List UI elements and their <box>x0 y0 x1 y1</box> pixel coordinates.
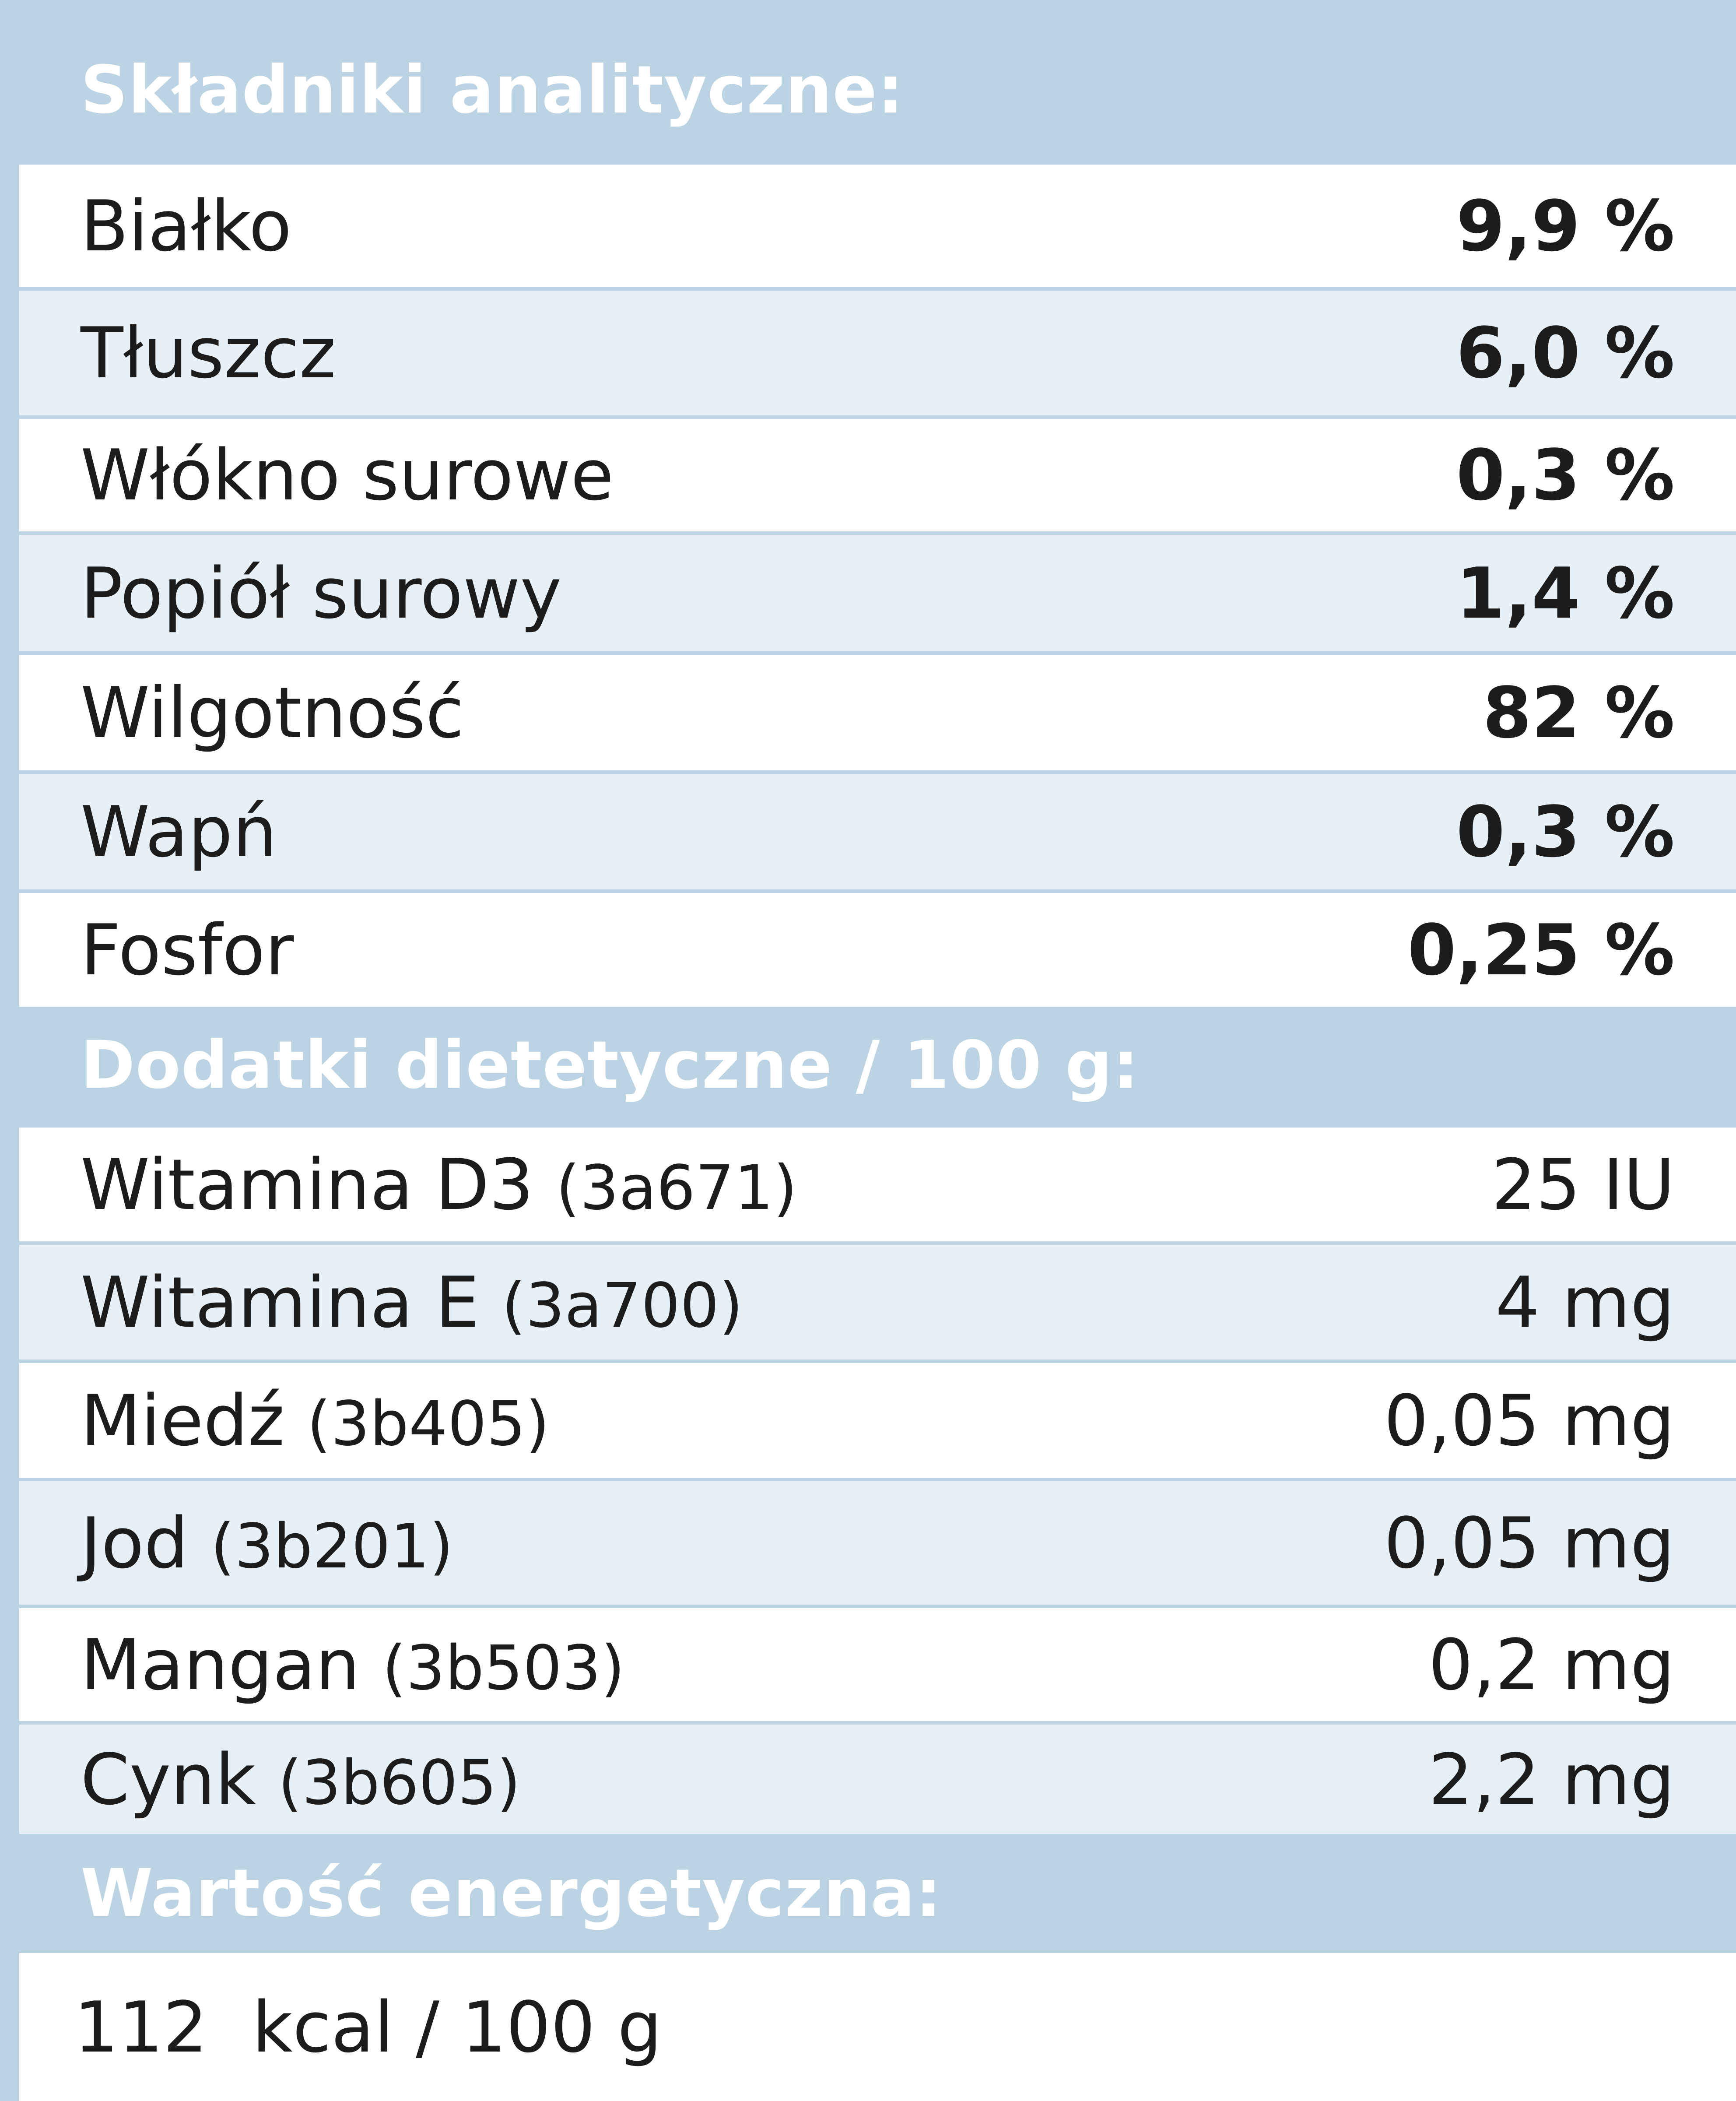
row-label-group: Witamina E (3a700) <box>81 1261 743 1343</box>
row-code: (3b405) <box>307 1388 550 1460</box>
row-code: (3b605) <box>278 1747 521 1819</box>
row-value: 0,2 mg <box>1428 1623 1675 1706</box>
table-row-manganese: Mangan (3b503) 0,2 mg <box>19 1608 1736 1721</box>
row-label: Jod <box>81 1502 189 1584</box>
row-label: Włókno surowe <box>81 434 614 516</box>
row-value: 6,0 % <box>1456 312 1675 394</box>
section-header-additives: Dodatki dietetyczne / 100 g: <box>19 1007 1736 1124</box>
table-row-copper: Miedź (3b405) 0,05 mg <box>19 1363 1736 1478</box>
row-label: Wilgotność <box>81 671 464 754</box>
row-value: 0,05 mg <box>1384 1379 1675 1462</box>
section-header-energy: Wartość energetyczna: <box>19 1834 1736 1953</box>
row-value: 25 IU <box>1491 1143 1675 1226</box>
energy-value: 112 kcal / 100 g <box>74 1986 662 2068</box>
row-value: 82 % <box>1483 671 1675 754</box>
row-value: 1,4 % <box>1456 552 1675 634</box>
row-code: (3a700) <box>502 1270 743 1342</box>
row-value: 9,9 % <box>1456 185 1675 267</box>
row-code: (3b201) <box>210 1511 453 1582</box>
row-label-group: Miedź (3b405) <box>81 1380 550 1462</box>
row-label-group: Jod (3b201) <box>81 1502 453 1584</box>
row-label-group: Witamina D3 (3a671) <box>81 1144 797 1226</box>
row-value: 2,2 mg <box>1428 1738 1675 1820</box>
row-label: Białko <box>81 185 292 267</box>
row-label-group: Cynk (3b605) <box>81 1739 521 1820</box>
row-value: 0,3 % <box>1456 791 1675 873</box>
table-row-ash: Popiół surowy 1,4 % <box>19 535 1736 651</box>
row-label: Cynk <box>81 1738 256 1820</box>
row-label: Witamina D3 <box>81 1143 534 1226</box>
row-value: 0,05 mg <box>1384 1502 1675 1584</box>
table-row-zinc: Cynk (3b605) 2,2 mg <box>19 1725 1736 1834</box>
row-code: (3a671) <box>556 1152 797 1224</box>
section-header-text: Składniki analityczne: <box>81 52 904 128</box>
row-value: 4 mg <box>1495 1261 1675 1343</box>
row-label: Miedź <box>81 1379 285 1462</box>
table-row-vitamin-e: Witamina E (3a700) 4 mg <box>19 1245 1736 1360</box>
table-row-iodine: Jod (3b201) 0,05 mg <box>19 1481 1736 1605</box>
row-label: Mangan <box>81 1623 360 1706</box>
row-value: 0,3 % <box>1456 434 1675 516</box>
table-row-protein: Białko 9,9 % <box>19 165 1736 287</box>
table-row-fiber: Włókno surowe 0,3 % <box>19 419 1736 531</box>
table-row-phosphorus: Fosfor 0,25 % <box>19 893 1736 1007</box>
row-label: Fosfor <box>81 909 294 991</box>
row-code: (3b503) <box>382 1632 625 1704</box>
row-value: 0,25 % <box>1407 909 1675 991</box>
row-label: Tłuszcz <box>81 312 336 394</box>
table-row-calcium: Wapń 0,3 % <box>19 774 1736 889</box>
section-header-analytical: Składniki analityczne: <box>19 19 1736 161</box>
table-row-moisture: Wilgotność 82 % <box>19 655 1736 770</box>
section-header-text: Wartość energetyczna: <box>81 1855 942 1932</box>
row-label-group: Mangan (3b503) <box>81 1624 625 1706</box>
table-row-vitamin-d3: Witamina D3 (3a671) 25 IU <box>19 1128 1736 1241</box>
row-label: Wapń <box>81 791 277 873</box>
row-label: Witamina E <box>81 1261 480 1343</box>
table-row-fat: Tłuszcz 6,0 % <box>19 291 1736 415</box>
row-label: Popiół surowy <box>81 552 562 634</box>
energy-value-row: 112 kcal / 100 g <box>19 1953 1736 2101</box>
section-header-text: Dodatki dietetyczne / 100 g: <box>81 1027 1140 1103</box>
